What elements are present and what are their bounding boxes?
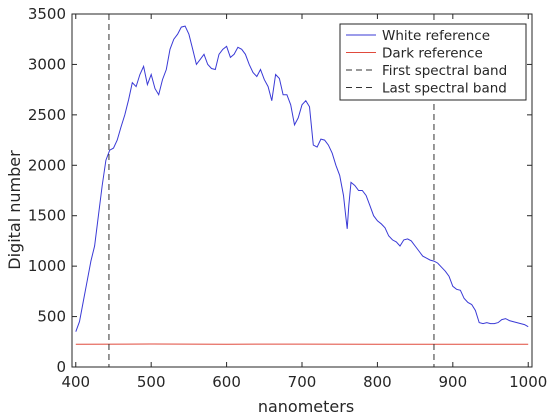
- legend-label: Dark reference: [382, 46, 483, 62]
- x-tick-label: 800: [363, 373, 392, 391]
- y-tick-label: 1000: [28, 257, 66, 275]
- legend-label: White reference: [382, 28, 490, 44]
- y-tick-label: 3000: [28, 55, 66, 73]
- legend-label: Last spectral band: [382, 81, 507, 97]
- x-tick-label: 1000: [509, 373, 547, 391]
- y-tick-label: 1500: [28, 207, 66, 225]
- y-tick-label: 500: [37, 308, 66, 326]
- legend-label: First spectral band: [382, 63, 507, 79]
- y-tick-label: 2000: [28, 156, 66, 174]
- x-tick-label: 900: [438, 373, 467, 391]
- y-axis-label: Digital number: [5, 150, 24, 270]
- y-tick-label: 0: [56, 358, 66, 376]
- y-tick-label: 3500: [28, 5, 66, 23]
- x-tick-label: 400: [61, 373, 90, 391]
- x-axis-label: nanometers: [258, 397, 354, 416]
- x-tick-label: 500: [137, 373, 166, 391]
- x-tick-label: 600: [212, 373, 241, 391]
- x-tick-label: 700: [288, 373, 317, 391]
- series-1-line: [75, 25, 529, 332]
- y-tick-label: 2500: [28, 106, 66, 124]
